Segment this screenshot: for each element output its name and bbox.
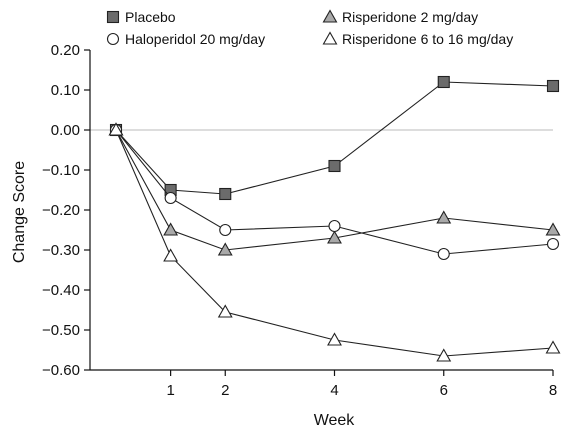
y-tick-label: −0.40: [42, 282, 80, 299]
series-line: [115, 129, 554, 255]
series-0: [109, 75, 560, 201]
data-point: [545, 222, 561, 236]
data-point: [219, 187, 232, 201]
legend-label: Haloperidol 20 mg/day: [125, 31, 265, 47]
series-line: [115, 81, 554, 195]
data-point: [437, 247, 450, 261]
data-point: [328, 219, 341, 233]
legend-marker: [106, 32, 120, 46]
legend-marker: [106, 10, 120, 24]
legend-item: Haloperidol 20 mg/day: [106, 31, 265, 47]
data-point: [217, 242, 233, 256]
legend-label: Placebo: [125, 9, 176, 25]
y-tick-label: −0.60: [42, 362, 80, 379]
series-3: [108, 122, 561, 362]
data-point: [327, 230, 342, 244]
x-axis-title: Week: [314, 412, 356, 429]
y-tick-label: −0.10: [42, 162, 80, 179]
x-tick-label: 6: [440, 382, 448, 399]
data-point: [546, 237, 560, 251]
y-axis-title: Change Score: [11, 161, 28, 263]
series-layer: [108, 75, 561, 362]
y-tick-label: −0.50: [42, 322, 80, 339]
series-line: [115, 129, 554, 251]
data-point: [436, 210, 452, 224]
data-point: [108, 122, 124, 136]
legend-marker: [322, 9, 338, 23]
legend-marker: [322, 31, 338, 45]
data-point: [437, 75, 450, 89]
axes: 0.20 0.10 0.00 −0.10 −0.20 −0.30 −0.40 −0.50 −0.…: [42, 42, 557, 399]
data-point: [164, 191, 177, 205]
legend-label: Risperidone 6 to 16 mg/day: [342, 31, 513, 47]
data-point: [436, 348, 452, 362]
series-1: [108, 122, 561, 256]
data-point: [327, 332, 342, 346]
y-tick-label: 0.10: [51, 82, 80, 99]
x-tick-label: 4: [330, 382, 338, 399]
legend-item: Placebo: [106, 9, 176, 25]
data-point: [217, 304, 233, 318]
y-tick-label: −0.20: [42, 202, 80, 219]
y-tick-label: 0.00: [51, 122, 80, 139]
data-point: [328, 159, 341, 173]
legend-item: Risperidone 6 to 16 mg/day: [322, 31, 513, 47]
data-point: [546, 79, 560, 93]
legend-item: Risperidone 2 mg/day: [322, 9, 478, 25]
x-tick-label: 2: [221, 382, 229, 399]
series-line: [115, 129, 554, 357]
data-point: [545, 340, 561, 354]
data-point: [163, 248, 179, 262]
x-tick-label: 1: [166, 382, 174, 399]
y-tick-label: −0.30: [42, 242, 80, 259]
x-tick-label: 8: [549, 382, 557, 399]
legend: Placebo Haloperidol 20 mg/day Risperidone …: [106, 9, 513, 47]
data-point: [163, 222, 179, 236]
data-point: [219, 223, 232, 237]
y-tick-label: 0.20: [51, 42, 80, 59]
legend-label: Risperidone 2 mg/day: [342, 9, 478, 25]
